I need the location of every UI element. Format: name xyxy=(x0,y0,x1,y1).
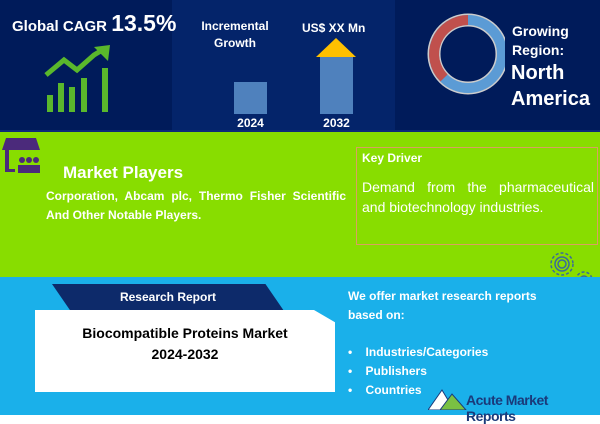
key-driver-title: Key Driver xyxy=(362,151,423,165)
year-2024: 2024 xyxy=(237,116,264,130)
year-2032: 2032 xyxy=(323,116,350,130)
players-section xyxy=(0,130,600,277)
players-text: Corporation, Abcam plc, Thermo Fisher Sc… xyxy=(46,189,346,222)
logo-mountain-icon xyxy=(428,389,467,410)
report-title: Biocompatible Proteins Market 2024-2032 xyxy=(82,325,288,362)
bar-2032 xyxy=(320,57,353,114)
report-tab xyxy=(52,284,284,311)
offer-intro: We offer market research reports based o… xyxy=(348,289,537,322)
market-stall-icon xyxy=(2,138,40,173)
players-title: Market Players xyxy=(63,163,184,182)
offer-item: • Industries/Categories xyxy=(348,345,489,359)
report-tab-label: Research Report xyxy=(119,290,217,304)
region-donut-icon xyxy=(427,13,505,95)
offer-item: • Publishers xyxy=(348,364,427,378)
region-label: Growing Region: xyxy=(512,23,569,58)
cagr-value: 13.5% xyxy=(111,10,177,36)
cagr-label: Global CAGR 13.5% xyxy=(12,10,177,36)
offer-item: • Countries xyxy=(348,383,422,397)
gears-icon xyxy=(550,252,593,289)
growth-title: Incremental Growth xyxy=(201,19,269,50)
offer-list: • Industries/Categories • Publishers • C… xyxy=(348,343,488,400)
key-driver-text: Demand from the pharmaceutical and biote… xyxy=(362,179,594,215)
region-name: North America xyxy=(511,62,590,110)
report-card xyxy=(35,310,335,392)
growth-chart-icon xyxy=(44,45,110,112)
logo-text: Acute Market Reports xyxy=(466,392,548,424)
bar-2024 xyxy=(234,82,267,114)
key-driver-box xyxy=(356,147,598,245)
growth-panel xyxy=(172,0,395,130)
growth-value: US$ XX Mn xyxy=(302,21,366,35)
arrow-up-icon xyxy=(316,38,356,57)
